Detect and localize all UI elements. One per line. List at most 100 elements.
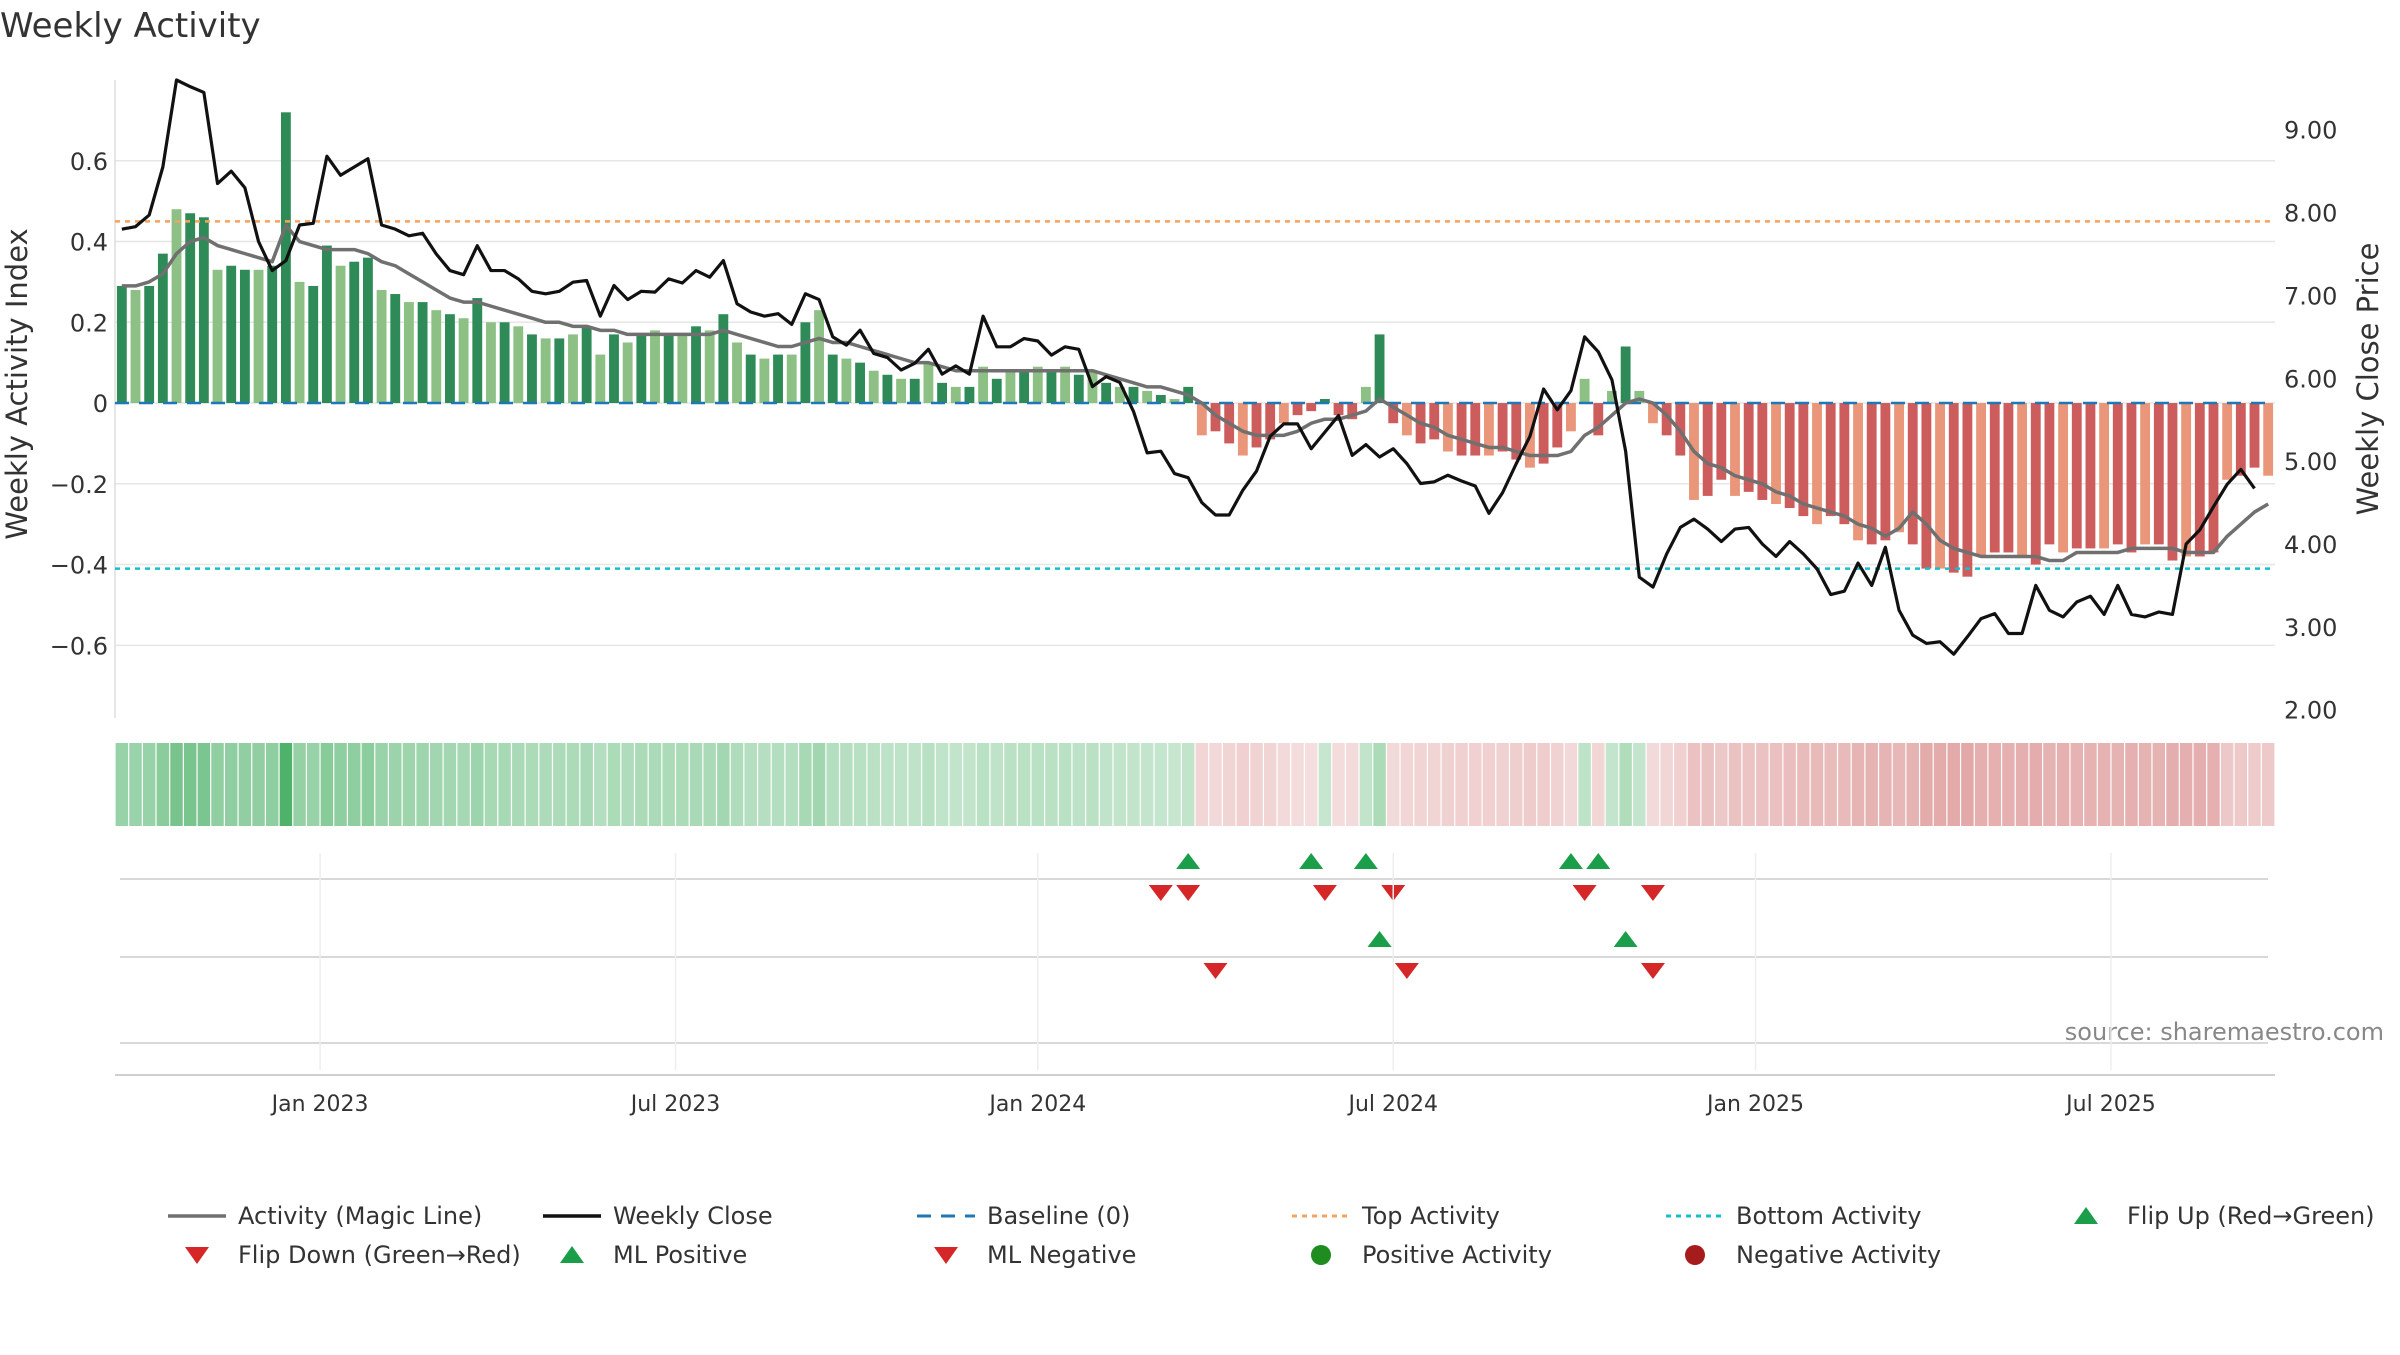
heatmap-cell [1428,743,1441,826]
heatmap-cell [1345,743,1359,826]
heatmap-cell [1592,743,1605,826]
activity-bar [2263,403,2274,476]
activity-bar [1976,403,1986,557]
activity-bar [896,378,906,404]
activity-bar [1196,403,1207,436]
heatmap-cell [1715,743,1728,826]
activity-bar [1552,403,1563,448]
heatmap-cell [1113,743,1127,826]
activity-bar [1702,403,1713,496]
activity-bar [1579,378,1590,404]
heatmap-cell [1236,743,1250,826]
activity-bar [1716,403,1727,480]
heatmap-cell [306,743,320,826]
activity-bar [212,269,223,404]
heatmap-cell [129,743,142,826]
activity-bar [991,378,1002,404]
heatmap-cell [1168,743,1181,826]
signal-up-marker [1353,853,1378,869]
activity-bar [1607,390,1617,404]
heatmap-cell [1455,743,1468,826]
activity-bar [691,326,701,404]
heatmap-cell [1140,743,1154,826]
activity-bar [1169,399,1180,404]
signal-down-marker [1640,885,1665,901]
activity-bar [1538,403,1549,464]
activity-bar [745,354,756,404]
activity-bar [1101,382,1112,404]
signal-up-marker [1558,853,1583,869]
heatmap-cell [1523,743,1537,826]
heatmap-cell [703,743,716,826]
activity-bar [376,289,387,404]
heatmap-cell [1086,743,1099,826]
activity-bar [472,298,483,404]
heatmap-cell [976,743,990,826]
heatmap-cell [1304,743,1318,826]
signal-down-marker [1394,963,1419,979]
heatmap-cell [553,743,566,826]
activity-bar [1620,346,1631,404]
y-axis-label: Weekly Activity Index [0,228,34,539]
heatmap-cell [607,743,621,826]
activity-bar [527,334,537,404]
activity-bar [2003,403,2014,553]
heatmap-cell [1181,743,1195,826]
heatmap-cell [2002,743,2015,826]
activity-bar [2071,403,2082,549]
y-tick-label: −0.6 [50,632,108,660]
activity-bar [294,281,305,404]
activity-bar [253,269,264,404]
activity-bar [663,334,674,404]
heatmap-cell [238,743,252,826]
activity-bar [144,285,155,404]
legend-swatch-down [934,1247,958,1264]
heatmap-cell [1072,743,1086,826]
activity-bar [404,302,414,404]
activity-bar [1948,403,1959,573]
heatmap-cell [2152,743,2166,826]
heatmap-cell [416,743,429,826]
signal-down-marker [1203,963,1228,979]
heatmap-cell [1646,743,1660,826]
activity-bar [773,354,783,404]
legend-swatch-negative [1685,1245,1705,1265]
heatmap-cell [1058,743,1072,826]
heatmap-cell [2179,743,2193,826]
heatmap-cell [949,743,962,826]
heatmap-cell [389,743,402,826]
activity-bar [1907,403,1918,545]
heatmap-cell [1961,743,1974,826]
y-tick-label: −0.4 [50,552,108,580]
heatmap-cell [2207,743,2220,826]
activity-bar [2153,403,2164,545]
activity-bar [581,326,592,404]
activity-bar [1306,403,1317,412]
activity-bar [2167,403,2178,561]
heatmap-cell [1947,743,1960,826]
activity-bar [513,326,524,404]
activity-bar [1388,403,1399,424]
heatmap-cell [498,743,511,826]
x-tick-label: Jul 2024 [1346,1092,1438,1117]
activity-bar [157,253,168,404]
heatmap-cell [2220,743,2234,826]
activity-bar [1265,403,1276,440]
chart-title: Weekly Activity [0,6,261,46]
heatmap-cell [293,743,306,826]
activity-bar [1593,403,1604,436]
heatmap-cell [2166,743,2179,826]
heatmap-cell [1920,743,1933,826]
heatmap-cell [348,743,361,826]
activity-bar [226,265,237,404]
heatmap-cell [2097,743,2111,826]
heatmap-cell [1865,743,1878,826]
activity-bar [1921,403,1932,569]
heatmap-cell [689,743,703,826]
heatmap-cell [142,743,156,826]
heatmap-cell [894,743,908,826]
y-tick-label: 0.2 [70,309,108,337]
y2-tick-label: 4.00 [2284,531,2337,559]
activity-bar [1073,374,1084,404]
